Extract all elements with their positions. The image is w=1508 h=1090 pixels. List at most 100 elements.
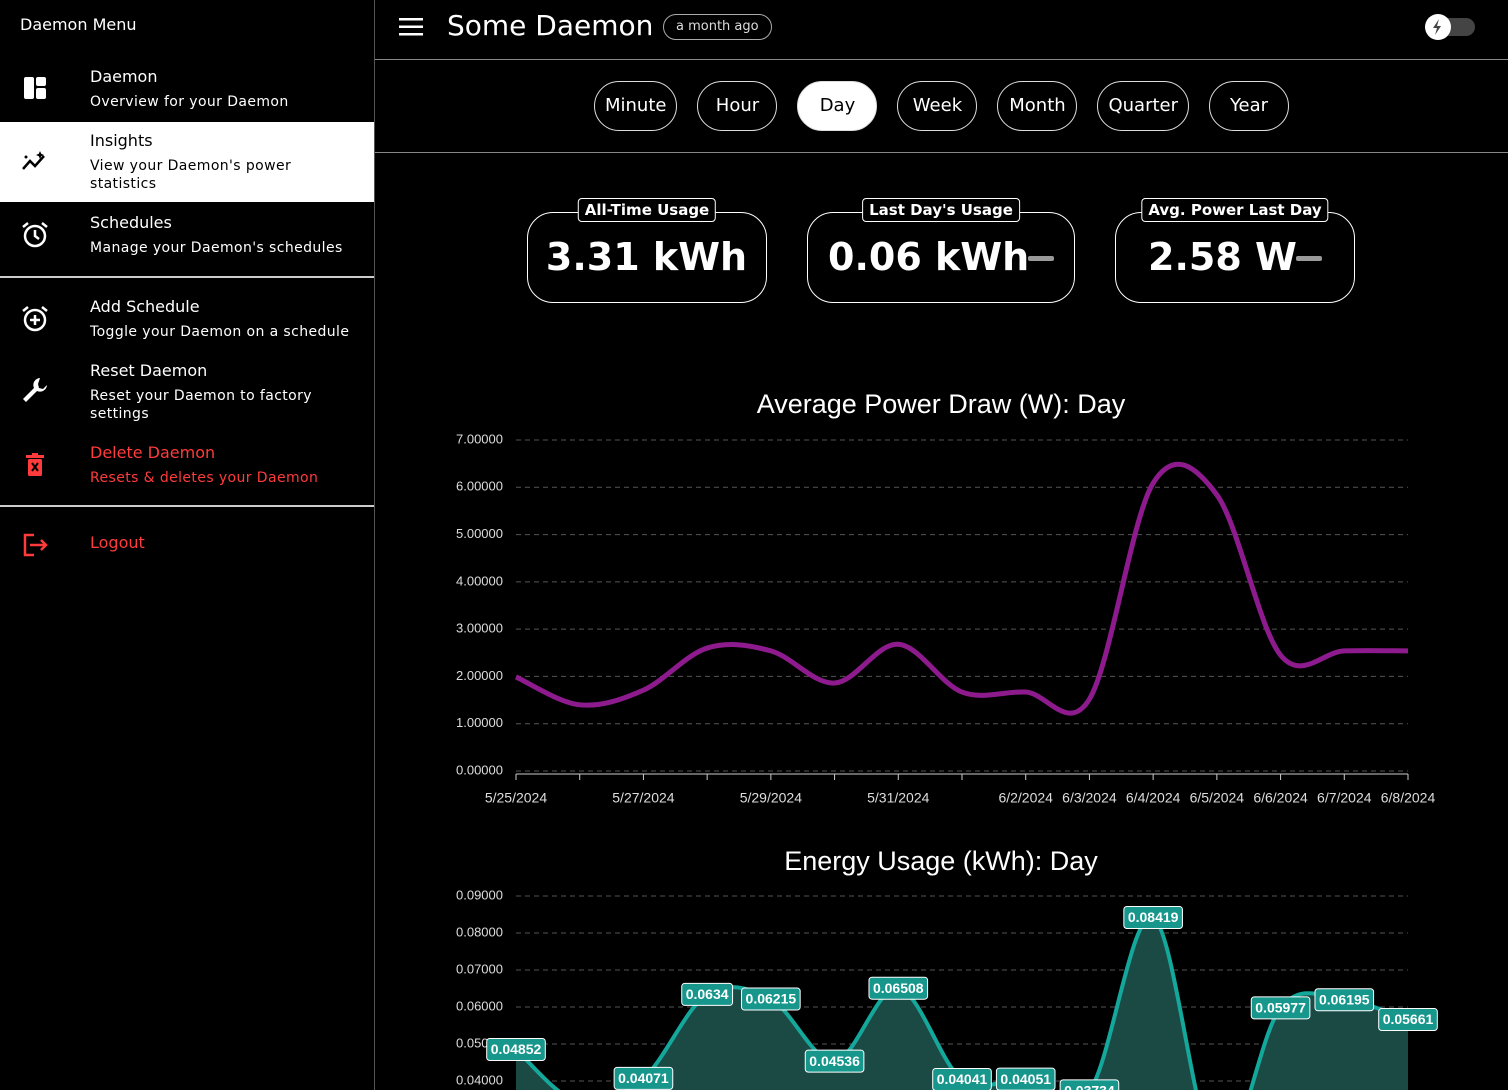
tab[interactable]: Day xyxy=(797,81,878,131)
data-label: 0.04852 xyxy=(491,1041,542,1057)
stat-value: 3.31 kWh xyxy=(545,235,748,279)
y-tick-label: 2.00000 xyxy=(456,668,503,683)
menu-description: Manage your Daemon's schedules xyxy=(90,240,343,256)
y-tick-label: 0.04000 xyxy=(456,1072,503,1087)
add-schedule-icon xyxy=(22,306,48,332)
y-tick-label: 0.08000 xyxy=(456,924,503,939)
menu-label[interactable]: Logout xyxy=(90,533,145,552)
x-tick-label: 6/6/2024 xyxy=(1253,790,1308,806)
y-tick-label: 0.00000 xyxy=(456,762,503,777)
area-fill xyxy=(516,917,1408,1090)
menu-label[interactable]: Insights xyxy=(90,131,153,150)
trend-icon xyxy=(1296,256,1322,261)
x-tick-label: 6/7/2024 xyxy=(1317,790,1372,806)
stat-card: All-Time Usage 3.31 kWh xyxy=(527,198,767,303)
tab[interactable]: Minute xyxy=(593,81,678,131)
data-label-box xyxy=(932,1067,992,1090)
data-label-box xyxy=(741,987,801,1011)
charts: Average Power Draw (W): Day 0.00000 1.0000… xyxy=(456,389,1438,1090)
menu-description: Toggle your Daemon on a schedule xyxy=(90,324,350,340)
menu-title: Daemon Menu xyxy=(20,15,137,34)
divider xyxy=(0,505,374,507)
data-label-box xyxy=(681,982,734,1006)
menu-description: Resets & deletes your Daemon xyxy=(90,470,319,486)
chart-title: Average Power Draw (W): Day xyxy=(757,389,1126,419)
data-label-box xyxy=(1314,988,1375,1012)
data-label-box xyxy=(995,1067,1056,1090)
data-label: 0.06508 xyxy=(873,980,924,996)
tab[interactable]: Month xyxy=(997,81,1078,131)
divider xyxy=(0,276,374,278)
x-tick-label: 6/4/2024 xyxy=(1126,790,1181,806)
data-label-box xyxy=(1378,1008,1438,1032)
stat-card: Last Day's Usage 0.06 kWh xyxy=(807,198,1075,303)
x-tick-label: 6/5/2024 xyxy=(1190,790,1245,806)
stat-label: Avg. Power Last Day xyxy=(1141,198,1329,222)
tab[interactable]: Hour xyxy=(697,81,778,131)
stat-value: 0.06 kWh xyxy=(828,235,1030,279)
data-label: 0.04071 xyxy=(618,1070,669,1086)
sidebar: Daemon Menu Daemon Overview for your Dae… xyxy=(0,0,375,1090)
chart-title: Energy Usage (kWh): Day xyxy=(784,846,1098,876)
stat-card: Avg. Power Last Day 2.58 W xyxy=(1115,198,1355,303)
time-badge: a month ago xyxy=(663,14,772,40)
menu-button[interactable] xyxy=(398,16,424,38)
data-label: 0.06215 xyxy=(746,991,797,1007)
tab[interactable]: Quarter xyxy=(1097,81,1190,131)
power-toggle[interactable] xyxy=(1421,13,1477,41)
dashboard-icon xyxy=(24,77,46,99)
menu-label[interactable]: Delete Daemon xyxy=(90,443,216,462)
line xyxy=(514,461,1409,716)
stat-label: Last Day's Usage xyxy=(862,198,1020,222)
y-tick-label: 4.00000 xyxy=(456,573,503,588)
data-label: 0.05661 xyxy=(1383,1011,1434,1027)
menu-description: Overview for your Daemon xyxy=(90,94,289,110)
data-label: 0.03734 xyxy=(1064,1083,1115,1090)
insights-icon xyxy=(22,151,45,170)
menu-description: View your Daemon's power statistics xyxy=(90,158,292,192)
range-tabs: Minute Hour Day Week Month Quarter Year xyxy=(375,60,1508,153)
menu-label[interactable]: Add Schedule xyxy=(90,297,200,316)
y-tick-label: 6.00000 xyxy=(456,479,503,494)
data-label-box xyxy=(804,1049,865,1073)
y-tick-label: 0.09000 xyxy=(456,887,503,902)
data-label-box xyxy=(1250,996,1311,1020)
menu-label[interactable]: Daemon xyxy=(90,67,158,86)
data-label: 0.08419 xyxy=(1128,909,1179,925)
tab[interactable]: Week xyxy=(897,81,978,131)
x-tick-label: 6/2/2024 xyxy=(998,790,1053,806)
data-label-box xyxy=(1123,905,1183,929)
wrench-icon xyxy=(23,378,47,402)
y-tick-label: 1.00000 xyxy=(456,715,503,730)
menu-label[interactable]: Schedules xyxy=(90,213,172,232)
delete-icon xyxy=(26,453,44,476)
page-title: Some Daemon xyxy=(447,9,654,42)
trend-icon xyxy=(1028,256,1054,261)
data-label: 0.06195 xyxy=(1319,991,1370,1007)
active-item-bg xyxy=(0,122,374,202)
tab[interactable]: Year xyxy=(1209,81,1290,131)
stat-value: 2.58 W xyxy=(1148,235,1297,279)
y-tick-label: 0.06000 xyxy=(456,998,503,1013)
data-label-box xyxy=(613,1066,674,1090)
menu-description: Reset your Daemon to factory settings xyxy=(90,388,312,422)
header: Some Daemon a month ago xyxy=(375,0,1508,60)
x-tick-label: 5/25/2024 xyxy=(485,790,547,806)
x-tick-label: 5/31/2024 xyxy=(867,790,929,806)
menu-label[interactable]: Reset Daemon xyxy=(90,361,208,380)
data-label: 0.04536 xyxy=(809,1053,860,1069)
y-tick-label: 5.00000 xyxy=(456,526,503,541)
y-tick-label: 7.00000 xyxy=(456,431,503,446)
y-tick-label: 3.00000 xyxy=(456,621,503,636)
data-label: 0.04051 xyxy=(1000,1071,1051,1087)
stat-label: All-Time Usage xyxy=(577,198,717,222)
x-tick-label: 5/27/2024 xyxy=(612,790,674,806)
schedule-icon xyxy=(22,222,48,248)
data-label-box xyxy=(868,976,929,1000)
x-tick-label: 6/3/2024 xyxy=(1062,790,1117,806)
data-label: 0.05977 xyxy=(1255,1000,1306,1016)
x-tick-label: 5/29/2024 xyxy=(740,790,802,806)
data-label: 0.04041 xyxy=(937,1071,988,1087)
data-label-box xyxy=(486,1037,546,1061)
